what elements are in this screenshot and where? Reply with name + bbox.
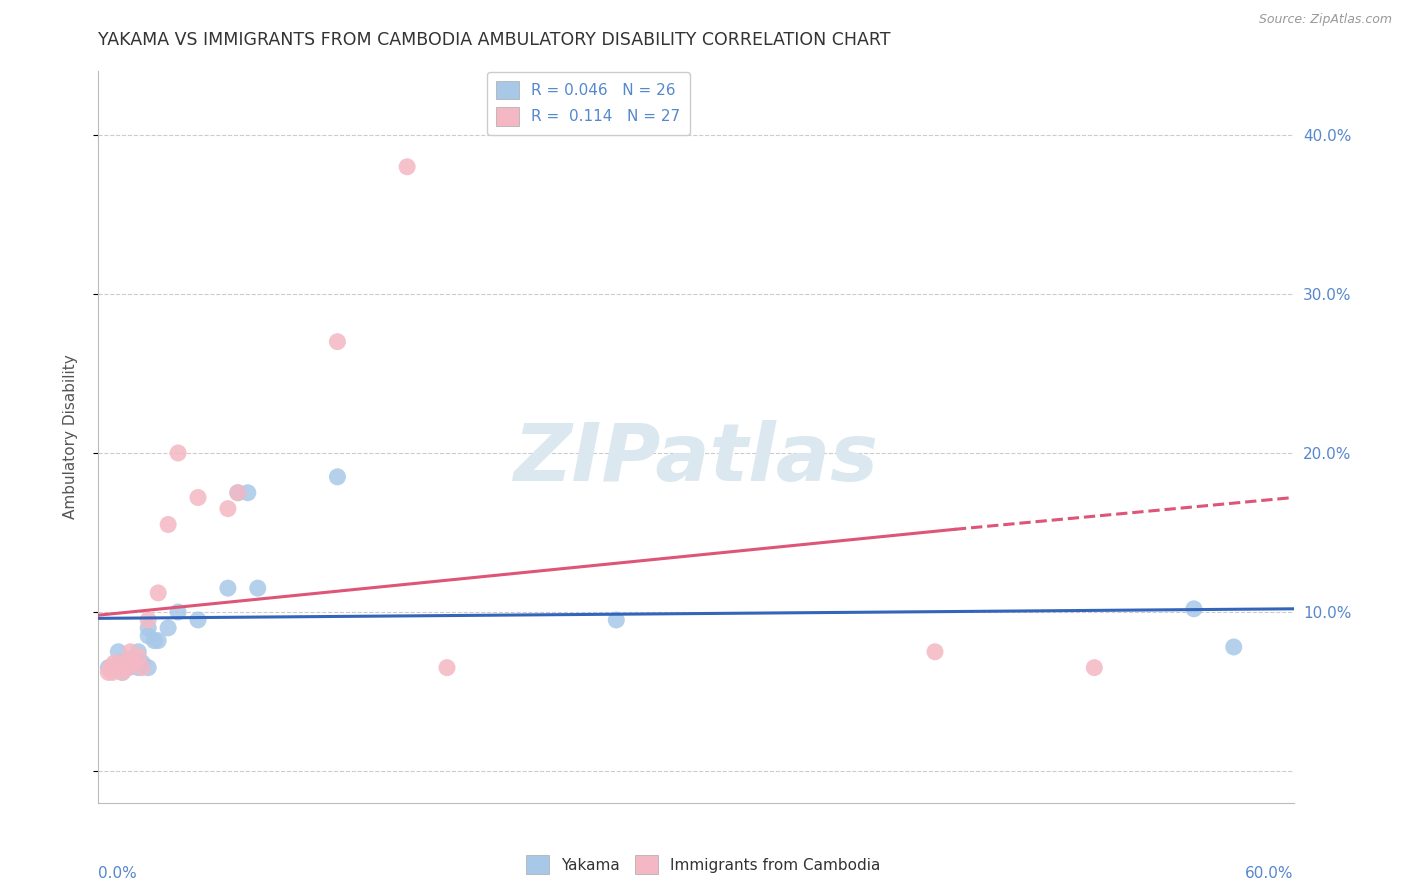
Point: [111, 665, 134, 680]
Point: [167, 605, 190, 619]
Point: [124, 656, 146, 670]
Point: [112, 660, 135, 674]
Y-axis label: Ambulatory Disability: Ambulatory Disability: [63, 355, 77, 519]
Point: [136, 629, 159, 643]
Point: [187, 491, 209, 505]
Text: 60.0%: 60.0%: [1246, 866, 1294, 881]
Point: [124, 656, 146, 670]
Text: ZIPatlas: ZIPatlas: [513, 420, 879, 498]
Point: [217, 501, 239, 516]
Point: [167, 446, 190, 460]
Legend: Yakama, Immigrants from Cambodia: Yakama, Immigrants from Cambodia: [520, 849, 886, 880]
Point: [117, 660, 139, 674]
Point: [97, 660, 120, 674]
Point: [326, 470, 349, 484]
Point: [98, 660, 122, 674]
Point: [136, 613, 159, 627]
Point: [115, 656, 138, 670]
Text: 0.0%: 0.0%: [98, 866, 138, 881]
Point: [226, 485, 249, 500]
Point: [1182, 602, 1205, 616]
Point: [117, 653, 139, 667]
Text: Source: ZipAtlas.com: Source: ZipAtlas.com: [1258, 13, 1392, 27]
Point: [111, 665, 134, 680]
Point: [143, 633, 166, 648]
Point: [131, 656, 153, 670]
Point: [117, 660, 139, 674]
Point: [120, 645, 142, 659]
Point: [157, 621, 180, 635]
Point: [326, 334, 349, 349]
Point: [131, 660, 153, 674]
Point: [148, 586, 170, 600]
Point: [1223, 640, 1246, 654]
Point: [105, 660, 128, 674]
Point: [101, 665, 124, 680]
Point: [110, 656, 132, 670]
Point: [396, 160, 419, 174]
Point: [136, 660, 159, 674]
Point: [148, 633, 170, 648]
Point: [1083, 660, 1105, 674]
Point: [103, 656, 125, 670]
Point: [436, 660, 458, 674]
Point: [136, 621, 159, 635]
Point: [157, 517, 180, 532]
Point: [97, 665, 120, 680]
Text: YAKAMA VS IMMIGRANTS FROM CAMBODIA AMBULATORY DISABILITY CORRELATION CHART: YAKAMA VS IMMIGRANTS FROM CAMBODIA AMBUL…: [98, 31, 891, 49]
Point: [127, 645, 149, 659]
Point: [187, 613, 209, 627]
Point: [246, 581, 269, 595]
Point: [127, 660, 149, 674]
Point: [236, 485, 259, 500]
Point: [226, 485, 249, 500]
Point: [107, 660, 129, 674]
Point: [127, 649, 149, 664]
Point: [107, 645, 129, 659]
Point: [605, 613, 627, 627]
Point: [107, 656, 129, 670]
Point: [217, 581, 239, 595]
Point: [924, 645, 946, 659]
Legend: R = 0.046   N = 26, R =  0.114   N = 27: R = 0.046 N = 26, R = 0.114 N = 27: [486, 71, 690, 135]
